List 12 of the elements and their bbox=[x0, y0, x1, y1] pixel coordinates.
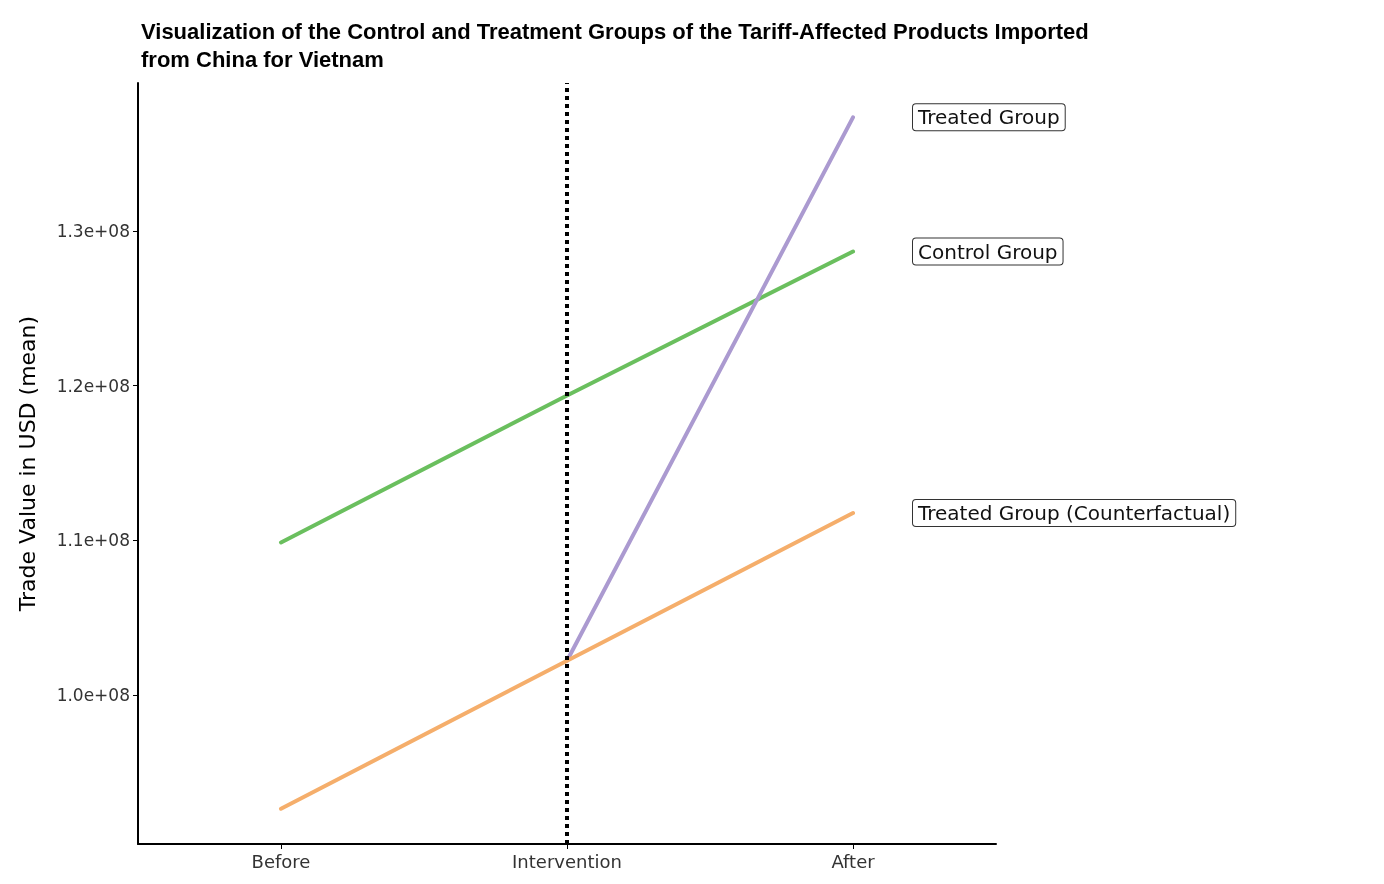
text: Control Group bbox=[918, 239, 1058, 264]
y-tick-label: 1.2e+08 bbox=[56, 375, 130, 396]
y-tick-label: 1.3e+08 bbox=[56, 220, 130, 241]
x-tick-label: After bbox=[831, 850, 876, 872]
text: Treated Group bbox=[917, 105, 1060, 130]
x-tick-label: Intervention bbox=[512, 850, 622, 872]
text: Treated Group (Counterfactual) bbox=[917, 501, 1231, 526]
y-tick-label: 1.0e+08 bbox=[56, 685, 130, 706]
y-axis-title: Trade Value in USD (mean) bbox=[14, 315, 40, 613]
x-tick-label: Before bbox=[251, 850, 311, 872]
y-tick-label: 1.1e+08 bbox=[56, 530, 130, 551]
chart-title: Visualization of the Control and Treatment Groups of the Tariff-Affected Products Imported from China for Vietnam bbox=[141, 18, 1095, 72]
